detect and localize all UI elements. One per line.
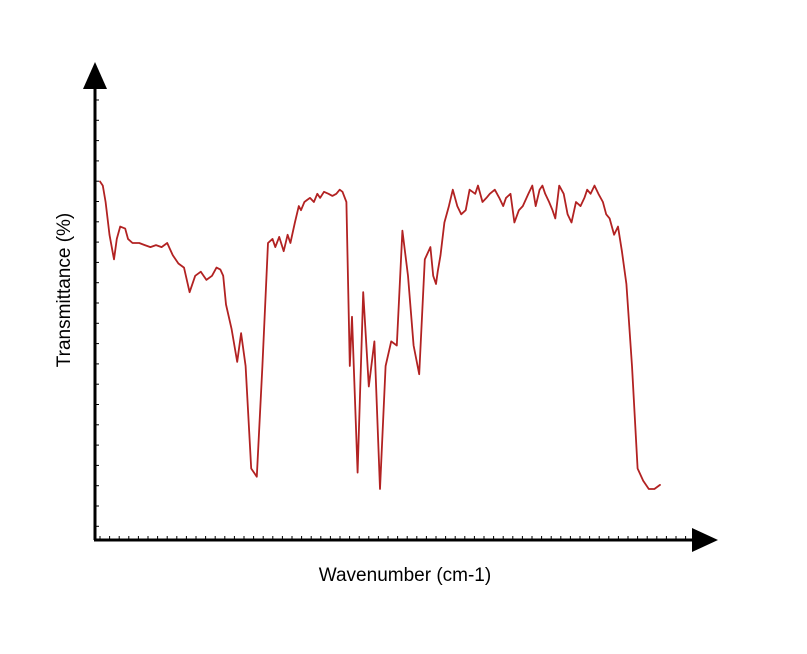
spectrum-series-line	[99, 180, 661, 490]
x-axis-label: Wavenumber (cm-1)	[319, 565, 491, 586]
x-axis-arrowhead	[692, 528, 718, 552]
y-axis-arrowhead	[83, 62, 107, 89]
y-axis-label: Transmittance (%)	[54, 213, 75, 368]
